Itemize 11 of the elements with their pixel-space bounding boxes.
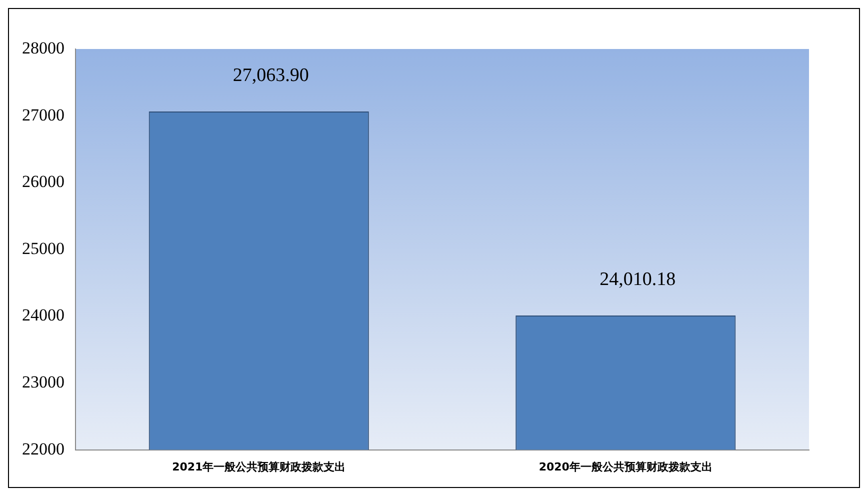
y-tick-label: 22000 bbox=[22, 439, 64, 458]
y-tick-label: 24000 bbox=[22, 306, 64, 325]
data-label: 27,063.90 bbox=[232, 65, 309, 86]
y-tick-label: 26000 bbox=[22, 172, 64, 192]
y-tick-label: 28000 bbox=[22, 38, 64, 58]
x-tick-label: 2021年一般公共预算财政拨款支出 bbox=[172, 460, 346, 474]
x-tick-label: 2020年一般公共预算财政拨款支出 bbox=[538, 460, 712, 474]
data-label: 24,010.18 bbox=[600, 269, 676, 290]
y-tick-label: 25000 bbox=[22, 238, 64, 258]
y-tick-label: 23000 bbox=[22, 372, 64, 392]
y-tick-label: 27000 bbox=[22, 105, 64, 124]
